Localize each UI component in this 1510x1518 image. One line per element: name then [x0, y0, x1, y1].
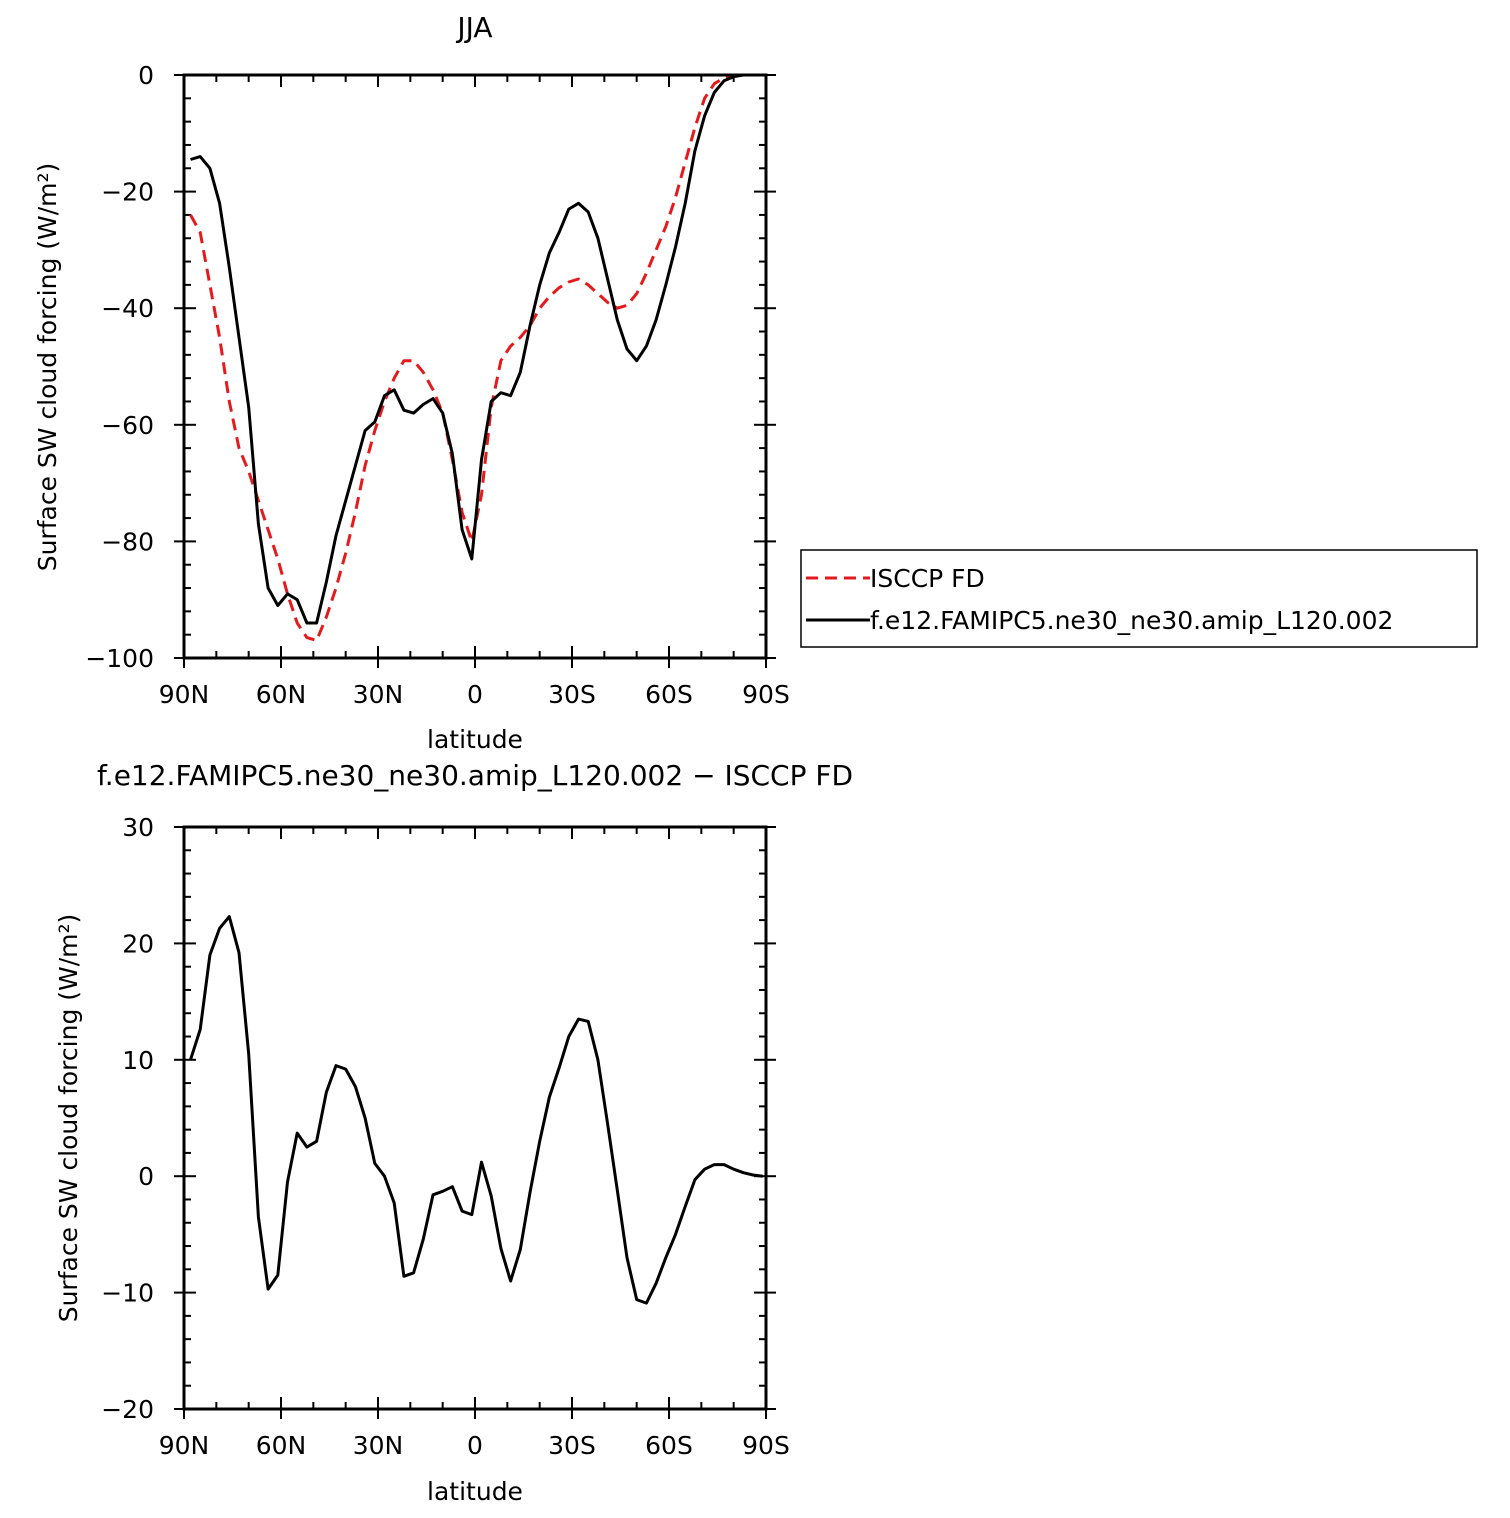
y-tick-label: −20 [101, 1395, 154, 1424]
y-tick-label: 0 [138, 61, 154, 90]
y-tick-label: −20 [101, 178, 154, 207]
x-tick-label: 90S [742, 1431, 790, 1460]
y-tick-label: 10 [122, 1046, 154, 1075]
x-tick-label: 90N [159, 680, 210, 709]
legend-label-isccp: ISCCP FD [870, 564, 985, 593]
bottom-y-tick-labels: 30 20 10 0 −10 −20 [101, 813, 154, 1424]
x-tick-label: 90N [159, 1431, 210, 1460]
x-tick-label: 60S [645, 1431, 693, 1460]
bottom-y-axis-title: Surface SW cloud forcing (W/m²) [54, 914, 83, 1323]
top-x-tick-labels: 90N 60N 30N 0 30S 60S 90S [159, 680, 790, 709]
x-tick-label: 30N [353, 680, 404, 709]
series-line-0 [189, 73, 760, 642]
series-line-0 [189, 915, 763, 1305]
x-tick-label: 90S [742, 680, 790, 709]
y-tick-label: 0 [138, 1162, 154, 1191]
y-tick-label: −40 [101, 294, 154, 323]
legend-label-model: f.e12.FAMIPC5.ne30_ne30.amip_L120.002 [870, 606, 1393, 635]
y-tick-label: 30 [122, 813, 154, 842]
y-tick-label: −10 [101, 1279, 154, 1308]
top-axis-ticks [174, 74, 776, 668]
series-line-1 [190, 73, 760, 625]
y-tick-label: −100 [85, 644, 154, 673]
bottom-chart-title: f.e12.FAMIPC5.ne30_ne30.amip_L120.002 − … [97, 759, 853, 792]
top-y-axis-title: Surface SW cloud forcing (W/m²) [33, 163, 62, 572]
bottom-plot-frame [182, 825, 768, 1411]
bottom-series-group [189, 915, 763, 1305]
top-x-axis-title: latitude [427, 725, 523, 754]
top-series-group [189, 73, 760, 642]
top-chart: JJA 90N 60N 30N 0 30S 60S 90S 0 −20 −40 −60 −80 −10… [33, 11, 790, 754]
bottom-x-axis-title: latitude [427, 1477, 523, 1506]
top-plot-frame [182, 73, 768, 660]
x-tick-label: 30S [548, 1431, 596, 1460]
x-tick-label: 0 [467, 1431, 483, 1460]
x-tick-label: 30S [548, 680, 596, 709]
x-tick-label: 0 [467, 680, 483, 709]
y-tick-label: −80 [101, 527, 154, 556]
x-tick-label: 30N [353, 1431, 404, 1460]
x-tick-label: 60S [645, 680, 693, 709]
y-tick-label: 20 [122, 929, 154, 958]
legend-frame [800, 549, 1478, 648]
top-y-tick-labels: 0 −20 −40 −60 −80 −100 [85, 61, 154, 673]
y-tick-label: −60 [101, 411, 154, 440]
x-tick-label: 60N [256, 1431, 307, 1460]
bottom-x-tick-labels: 90N 60N 30N 0 30S 60S 90S [159, 1431, 790, 1460]
x-tick-label: 60N [256, 680, 307, 709]
legend: ISCCP FD f.e12.FAMIPC5.ne30_ne30.amip_L1… [800, 549, 1478, 648]
top-chart-title: JJA [455, 11, 492, 44]
bottom-axis-ticks [174, 826, 776, 1419]
bottom-chart: f.e12.FAMIPC5.ne30_ne30.amip_L120.002 − … [54, 759, 853, 1506]
